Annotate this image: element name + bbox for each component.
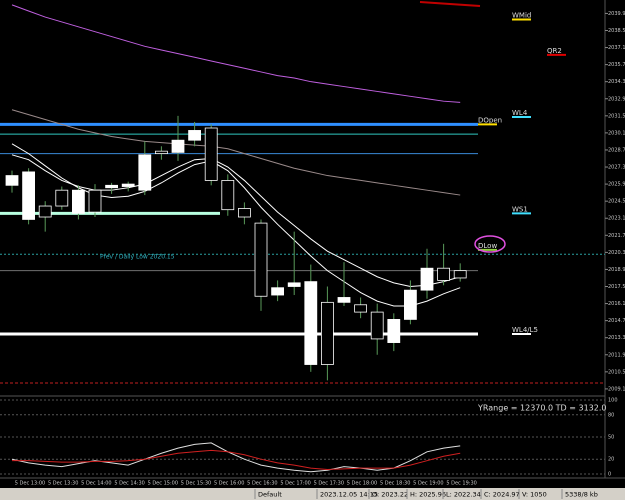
candle-body	[337, 297, 351, 303]
candle-body	[204, 127, 218, 181]
candle-body	[254, 222, 268, 297]
candle-body	[237, 208, 251, 218]
candle-body	[5, 175, 19, 186]
level-tag: WS1	[512, 205, 528, 213]
candle-body	[403, 289, 417, 320]
y-tick-label: 2023.10	[608, 216, 625, 222]
y-tick-label: 2039.90	[608, 11, 625, 17]
x-tick-label: 5 Dec 19:30	[446, 481, 476, 487]
y-tick-label: 2021.70	[608, 233, 625, 239]
ma-line	[11, 109, 461, 196]
candle-body	[420, 267, 434, 291]
status-bar	[0, 488, 625, 500]
candle-body	[72, 189, 85, 214]
x-tick-label: 5 Dec 17:00	[280, 481, 310, 487]
y-tick-label: 2013.30	[608, 335, 625, 341]
x-tick-label: 5 Dec 18:00	[347, 481, 377, 487]
y-tick-label: 2011.90	[608, 352, 625, 358]
osc-tick-label: 0	[608, 472, 611, 478]
status-item: 5338/8 kb	[565, 491, 598, 499]
candle-body	[387, 319, 401, 343]
x-tick-label: 5 Dec 14:30	[114, 481, 144, 487]
candle-body	[437, 267, 451, 281]
candle-body	[354, 304, 368, 313]
x-tick-label: 5 Dec 19:00	[413, 481, 443, 487]
candle-body	[88, 189, 102, 213]
candle-body	[55, 189, 69, 207]
level-tag: QR2	[547, 47, 562, 55]
osc-tick-label: 20	[608, 457, 614, 463]
y-tick-label: 2027.30	[608, 165, 625, 171]
candle-body	[188, 130, 202, 141]
osc-line	[12, 449, 461, 471]
y-tick-label: 2030.10	[608, 130, 625, 136]
candle-body	[171, 139, 185, 153]
status-item: 2023.12.05 14:15	[320, 491, 378, 499]
status-item: V: 1050	[522, 491, 547, 499]
x-tick-label: 5 Dec 18:30	[380, 481, 410, 487]
x-tick-label: 5 Dec 16:00	[214, 481, 244, 487]
status-item: O: 2023.22	[372, 491, 408, 499]
osc-tick-label: 80	[608, 412, 614, 418]
range-text: YRange = 12370.0 TD = 3132.0	[477, 404, 606, 413]
decor-line	[419, 1, 481, 7]
status-item: Default	[258, 491, 282, 499]
y-tick-label: 2018.90	[608, 267, 625, 273]
candle-body	[287, 282, 301, 287]
candle-body	[154, 150, 168, 155]
candle-body	[38, 205, 52, 218]
x-tick-label: 5 Dec 13:00	[15, 481, 45, 487]
ma-line	[11, 4, 461, 103]
y-tick-label: 2017.50	[608, 284, 625, 290]
y-tick-label: 2031.50	[608, 113, 625, 119]
level-tag: WL4	[512, 109, 528, 117]
candle-body	[453, 270, 467, 279]
y-tick-label: 2034.30	[608, 79, 625, 85]
level-tag: WMid	[512, 12, 531, 20]
x-tick-label: 5 Dec 15:00	[148, 481, 178, 487]
osc-tick-label: 100	[608, 398, 618, 404]
level-tag: WL4/L5	[512, 326, 538, 334]
status-item: H: 2025.96	[410, 491, 446, 499]
y-tick-label: 2016.10	[608, 301, 625, 307]
candle-body	[271, 287, 285, 296]
x-tick-label: 5 Dec 16:30	[247, 481, 277, 487]
y-tick-label: 2024.50	[608, 199, 625, 205]
y-tick-label: 2025.90	[608, 182, 625, 188]
y-tick-label: 2037.10	[608, 45, 625, 51]
y-tick-label: 2009.10	[608, 386, 625, 392]
osc-tick-label: 50	[608, 435, 614, 441]
y-tick-label: 2028.70	[608, 147, 625, 153]
status-item: L: 2022.34	[446, 491, 481, 499]
y-tick-label: 2038.50	[608, 28, 625, 34]
candle-body	[138, 154, 152, 191]
ma-line	[11, 154, 461, 288]
x-tick-label: 5 Dec 14:00	[81, 481, 111, 487]
candle-body	[105, 184, 118, 189]
y-tick-label: 2010.50	[608, 369, 625, 375]
candle-body	[304, 281, 318, 365]
annotation-circle	[474, 235, 506, 253]
x-tick-label: 5 Dec 17:30	[314, 481, 344, 487]
y-tick-label: 2035.70	[608, 62, 625, 68]
y-tick-label: 2014.70	[608, 318, 625, 324]
level-tag: DOpen	[478, 116, 502, 124]
candle-body	[370, 311, 384, 340]
level-tag: DLow	[478, 242, 497, 250]
candle-body	[22, 171, 36, 220]
y-tick-label: 2032.90	[608, 96, 625, 102]
status-item: C: 2024.97	[484, 491, 520, 499]
candle-body	[221, 180, 235, 211]
candle-body	[320, 301, 334, 365]
x-tick-label: 5 Dec 13:30	[48, 481, 78, 487]
candle-body	[121, 183, 135, 187]
prev-low-label: Prev / Daily Low 2020.15	[100, 254, 175, 261]
y-tick-label: 2020.30	[608, 250, 625, 256]
ma-line	[11, 143, 461, 307]
x-tick-label: 5 Dec 15:30	[181, 481, 211, 487]
